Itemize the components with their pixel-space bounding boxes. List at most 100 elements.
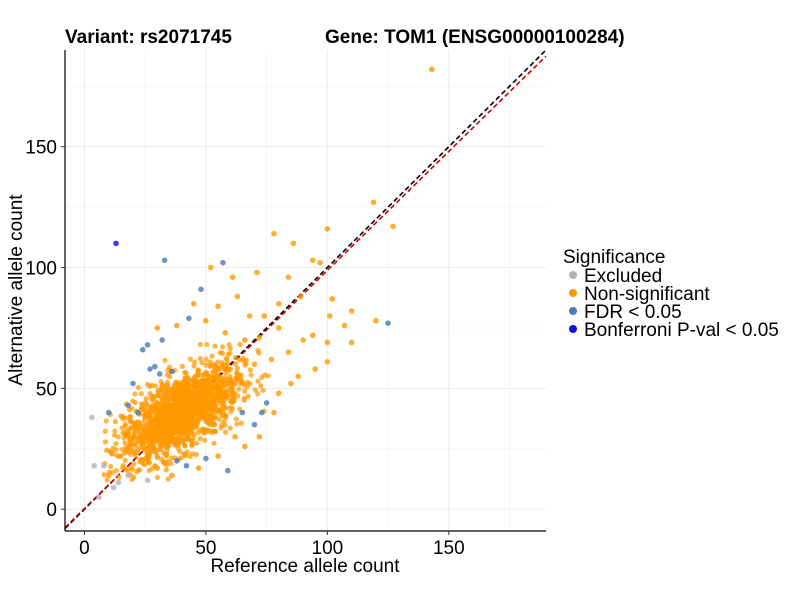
point-non-significant xyxy=(175,423,181,429)
point-non-significant xyxy=(223,405,229,411)
point-non-significant-outlying-points xyxy=(370,199,377,206)
point-fdr-0-05 xyxy=(239,409,246,416)
point-non-significant xyxy=(215,390,221,397)
point-non-significant-outlying-points xyxy=(285,274,292,281)
point-non-significant xyxy=(214,372,221,379)
point-non-significant xyxy=(255,347,261,354)
point-non-significant xyxy=(122,440,128,446)
point-non-significant xyxy=(220,362,226,368)
point-fdr-0-05 xyxy=(135,409,141,416)
point-non-significant xyxy=(153,429,159,435)
point-non-significant xyxy=(189,441,195,447)
point-non-significant xyxy=(207,399,213,405)
point-non-significant-outlying-points xyxy=(324,359,331,365)
point-non-significant xyxy=(104,447,110,453)
point-non-significant xyxy=(236,386,242,392)
point-non-significant xyxy=(218,397,224,403)
point-non-significant xyxy=(197,435,203,442)
point-non-significant xyxy=(149,466,155,472)
point-non-significant xyxy=(178,393,184,399)
x-axis-title: Reference allele count xyxy=(210,556,400,577)
point-non-significant-outlying-points xyxy=(234,293,241,300)
point-non-significant-outlying-points xyxy=(309,332,316,339)
point-non-significant-outlying-points xyxy=(195,465,202,471)
point-non-significant xyxy=(160,450,166,456)
point-non-significant-outlying-points xyxy=(169,472,175,479)
legend-label: FDR < 0.05 xyxy=(584,302,682,323)
point-non-significant xyxy=(154,455,161,461)
point-non-significant xyxy=(258,383,264,389)
point-non-significant xyxy=(168,386,175,392)
point-non-significant xyxy=(180,422,186,428)
point-non-significant xyxy=(230,396,237,402)
point-non-significant xyxy=(179,397,185,403)
point-bonferroni-p-val-0-05 xyxy=(113,240,119,247)
point-non-significant-outlying-points xyxy=(105,472,112,479)
point-non-significant xyxy=(236,357,242,363)
point-non-significant xyxy=(195,430,201,436)
point-non-significant xyxy=(151,396,157,402)
point-non-significant xyxy=(182,375,188,381)
point-non-significant xyxy=(122,457,128,463)
point-non-significant xyxy=(197,356,203,362)
point-non-significant-outlying-points xyxy=(256,433,263,440)
point-non-significant xyxy=(116,474,122,481)
point-non-significant-outlying-points xyxy=(154,465,161,471)
point-non-significant xyxy=(131,433,137,439)
point-non-significant-outlying-points xyxy=(326,313,333,319)
legend: Significance ExcludedNon-significantFDR … xyxy=(563,247,779,341)
point-non-significant xyxy=(166,436,173,442)
point-non-significant xyxy=(151,444,157,450)
point-non-significant xyxy=(233,375,239,381)
point-non-significant xyxy=(173,398,179,404)
x-tick-label: 100 xyxy=(312,538,344,559)
point-non-significant xyxy=(215,384,221,390)
point-non-significant xyxy=(147,428,153,434)
point-non-significant xyxy=(227,425,233,431)
point-non-significant xyxy=(164,462,170,468)
point-non-significant xyxy=(205,382,211,389)
point-non-significant-outlying-points xyxy=(154,325,161,331)
point-non-significant xyxy=(187,453,193,460)
point-non-significant xyxy=(179,363,186,369)
point-non-significant xyxy=(158,378,164,385)
point-non-significant xyxy=(212,361,218,368)
point-non-significant xyxy=(191,432,197,438)
point-non-significant-outlying-points xyxy=(373,317,379,324)
point-non-significant xyxy=(113,441,119,447)
point-non-significant xyxy=(260,387,266,393)
point-non-significant-outlying-points xyxy=(290,240,297,247)
point-non-significant xyxy=(173,442,179,448)
point-non-significant-outlying-points xyxy=(429,66,435,73)
point-non-significant-outlying-points xyxy=(297,293,304,300)
point-non-significant xyxy=(203,410,210,416)
point-non-significant-outlying-points xyxy=(173,322,180,329)
point-non-significant xyxy=(191,363,197,369)
point-non-significant xyxy=(162,428,168,434)
point-non-significant xyxy=(128,438,134,445)
point-excluded xyxy=(91,462,97,469)
point-excluded xyxy=(125,472,131,479)
grid xyxy=(65,50,546,531)
point-non-significant xyxy=(234,365,240,371)
point-non-significant xyxy=(131,474,137,480)
point-non-significant xyxy=(228,379,234,385)
point-fdr-0-05 xyxy=(144,342,151,348)
point-non-significant xyxy=(205,373,212,379)
point-non-significant xyxy=(217,350,223,356)
point-non-significant xyxy=(208,378,215,385)
point-non-significant xyxy=(171,394,178,400)
point-non-significant xyxy=(178,455,184,461)
point-non-significant xyxy=(145,443,152,450)
legend-key-fdr-0-05 xyxy=(569,307,577,315)
point-non-significant xyxy=(145,381,151,387)
point-non-significant xyxy=(245,393,251,399)
point-non-significant xyxy=(148,404,154,410)
point-non-significant xyxy=(169,415,175,421)
point-non-significant xyxy=(167,374,173,380)
point-non-significant-outlying-points xyxy=(241,337,248,343)
point-non-significant xyxy=(223,429,229,435)
point-non-significant xyxy=(226,367,232,373)
point-non-significant xyxy=(108,449,114,455)
point-non-significant xyxy=(222,413,229,419)
